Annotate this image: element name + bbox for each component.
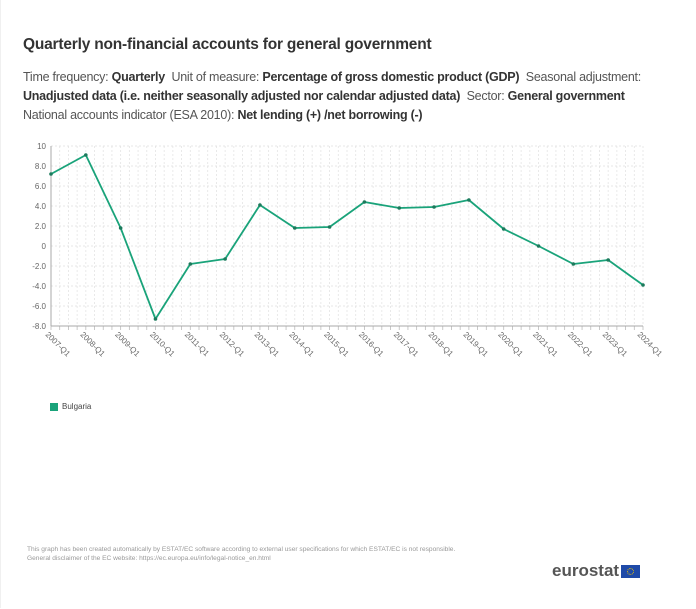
legend[interactable]: Bulgaria — [50, 402, 91, 411]
data-point — [258, 203, 262, 207]
x-tick-label: 2011-Q1 — [183, 330, 211, 358]
subtitle-label: Unit of measure: — [171, 70, 263, 84]
data-point — [536, 244, 541, 248]
x-tick-label: 2024-Q1 — [636, 330, 665, 359]
x-tick-label: 2015-Q1 — [322, 330, 351, 359]
subtitle-label: Time frequency: — [23, 70, 112, 84]
disclaimer: This graph has been created automaticall… — [27, 545, 455, 563]
x-tick-label: 2008-Q1 — [78, 330, 107, 359]
logo-text: eurostat — [552, 561, 620, 580]
y-tick-label: 2.0 — [35, 222, 47, 231]
data-point — [223, 257, 227, 261]
subtitle-label: National accounts indicator (ESA 2010): — [23, 108, 238, 122]
data-point — [49, 172, 53, 176]
data-point — [327, 225, 332, 229]
axes — [50, 146, 644, 330]
data-point — [467, 198, 471, 202]
y-tick-label: 10 — [37, 142, 46, 151]
subtitle-value: General government — [507, 89, 625, 103]
data-point — [606, 258, 610, 262]
x-axis-ticks: 2007-Q1 2008-Q1 2009-Q1 2010-Q1 2011-Q1 2012-… — [44, 330, 665, 359]
y-tick-label: -6.0 — [32, 302, 46, 311]
chart-subtitle: Time frequency: Quarterly Unit of measur… — [23, 68, 663, 125]
disclaimer-line-1: This graph has been created automaticall… — [27, 546, 456, 553]
x-tick-label: 2014-Q1 — [287, 330, 316, 359]
data-point — [118, 226, 123, 230]
data-point — [84, 153, 88, 157]
data-point — [362, 200, 367, 204]
subtitle-value: Percentage of gross domestic product (GD… — [262, 70, 520, 84]
x-tick-label: 2018-Q1 — [427, 330, 456, 359]
data-point — [188, 262, 193, 266]
y-tick-label: 4.0 — [35, 202, 47, 211]
subtitle-label: Sector: — [466, 89, 508, 103]
data-point — [397, 206, 402, 210]
y-tick-label: 6.0 — [35, 182, 47, 191]
grid — [50, 145, 644, 327]
y-tick-label: 8.0 — [35, 162, 47, 171]
x-tick-label: 2019-Q1 — [461, 330, 490, 359]
x-tick-label: 2020-Q1 — [496, 330, 525, 359]
disclaimer-line-2: General disclaimer of the EC website: ht… — [27, 555, 271, 562]
legend-label-bulgaria: Bulgaria — [62, 402, 92, 411]
subtitle-value: Net lending (+) /net borrowing (-) — [237, 108, 423, 122]
subtitle-label: Seasonal adjustment: — [525, 70, 641, 84]
y-tick-label: -2.0 — [32, 262, 46, 271]
data-point — [292, 226, 297, 230]
data-point — [432, 205, 436, 209]
eurostat-logo: eurostat — [552, 561, 641, 581]
eu-flag-icon — [621, 564, 641, 578]
legend-swatch-bulgaria — [50, 402, 58, 411]
subtitle-value: Quarterly — [111, 70, 166, 84]
data-point — [501, 227, 506, 231]
x-tick-label: 2022-Q1 — [566, 330, 595, 359]
x-tick-label: 2012-Q1 — [218, 330, 247, 359]
y-axis-ticks: 10 8.0 6.0 4.0 2.0 0 -2.0 -4.0 -6.0 -8.0 — [32, 142, 46, 331]
x-tick-label: 2021-Q1 — [531, 330, 560, 359]
x-tick-label: 2007-Q1 — [44, 330, 73, 359]
x-tick-label: 2023-Q1 — [601, 330, 630, 359]
y-tick-label: -8.0 — [32, 322, 46, 331]
y-tick-label: -4.0 — [32, 282, 46, 291]
line-chart: 108.06.04.02.00-2.0-4.0-6.0-8.0 2007-Q1 2… — [32, 142, 665, 359]
series-line-bulgaria — [50, 154, 644, 320]
chart-title: Quarterly non-financial accounts for gen… — [23, 36, 432, 53]
data-point — [571, 262, 576, 266]
x-tick-label: 2016-Q1 — [357, 330, 386, 359]
x-tick-label: 2010-Q1 — [148, 330, 177, 359]
data-point — [153, 317, 158, 321]
x-tick-label: 2013-Q1 — [253, 330, 282, 359]
y-tick-label: 0 — [42, 242, 47, 251]
x-tick-label: 2017-Q1 — [392, 330, 421, 359]
subtitle-value: Unadjusted data (i.e. neither seasonally… — [23, 89, 461, 103]
x-tick-label: 2009-Q1 — [113, 330, 142, 359]
series-group — [49, 153, 645, 321]
data-point — [641, 283, 645, 287]
